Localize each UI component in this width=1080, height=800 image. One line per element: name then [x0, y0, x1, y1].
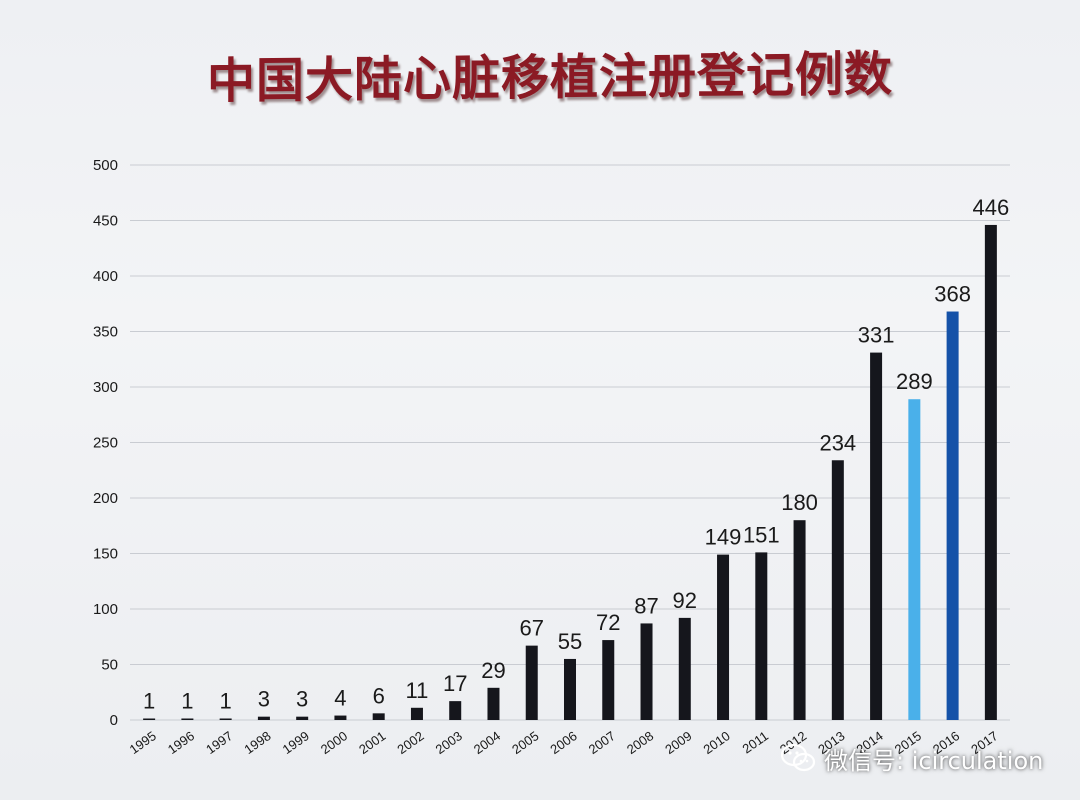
data-label: 4: [334, 686, 346, 711]
bar: [449, 701, 462, 720]
bar: [793, 520, 806, 720]
bar: [296, 716, 309, 720]
y-tick-label: 300: [93, 379, 118, 396]
watermark: 微信号: icirculation: [780, 740, 1080, 776]
data-label: 446: [973, 195, 1010, 220]
y-axis-ticks: 0 50 100 150 200 250 300 350 400 450 500: [93, 157, 118, 729]
y-tick-label: 350: [93, 324, 118, 341]
bar: [219, 718, 232, 720]
y-tick-label: 100: [93, 601, 118, 618]
bar: [181, 718, 194, 720]
bar: [372, 713, 385, 720]
bar: [602, 640, 615, 720]
data-label: 3: [258, 687, 270, 712]
bar: [946, 311, 959, 720]
bar: [525, 645, 538, 720]
x-tick-label: 1998: [241, 728, 273, 757]
x-tick-label: 2008: [624, 728, 656, 757]
data-label: 149: [705, 525, 742, 550]
x-tick-label: 2010: [700, 728, 732, 757]
bar: [678, 617, 691, 720]
data-label: 1: [220, 689, 232, 714]
bar: [640, 623, 653, 720]
x-tick-label: 1996: [165, 728, 197, 757]
data-label: 72: [596, 610, 620, 635]
wechat-icon: [780, 743, 816, 772]
data-label: 3: [296, 687, 308, 712]
grid-lines: [130, 164, 1010, 721]
data-label: 1: [143, 689, 155, 714]
bar: [143, 718, 156, 720]
bar: [908, 399, 921, 720]
data-label: 92: [673, 588, 697, 613]
watermark-text: 微信号: icirculation: [824, 746, 1044, 775]
y-tick-label: 450: [93, 213, 118, 230]
x-tick-label: 2000: [318, 728, 350, 757]
data-label: 368: [934, 282, 971, 307]
data-label: 55: [558, 629, 582, 654]
bar: [984, 224, 997, 720]
y-tick-label: 0: [110, 712, 118, 729]
bar: [410, 707, 423, 720]
bar: [564, 658, 576, 720]
bar: [487, 687, 500, 720]
data-label: 289: [896, 369, 933, 394]
x-tick-label: 1997: [203, 728, 235, 757]
bar: [831, 460, 844, 720]
x-tick-label: 2001: [356, 728, 388, 757]
data-label: 234: [819, 430, 856, 455]
y-tick-label: 400: [93, 268, 118, 285]
data-label: 180: [781, 490, 818, 515]
data-label: 331: [858, 323, 895, 348]
x-tick-label: 2003: [433, 728, 465, 757]
x-tick-label: 2006: [547, 728, 579, 757]
x-tick-label: 2002: [394, 728, 426, 757]
x-tick-label: 2009: [662, 728, 694, 757]
data-label: 6: [373, 683, 385, 708]
bar: [257, 716, 270, 720]
x-tick-label: 2007: [586, 728, 618, 757]
data-label: 11: [406, 678, 429, 703]
x-tick-label: 1995: [127, 728, 159, 757]
x-tick-label: 2011: [740, 728, 772, 756]
x-tick-label: 1999: [280, 728, 312, 757]
data-label: 87: [634, 593, 658, 618]
x-tick-label: 2005: [509, 728, 541, 757]
y-tick-label: 200: [93, 490, 118, 507]
data-label: 17: [443, 671, 467, 696]
bar: [334, 715, 347, 720]
bar: [755, 552, 768, 720]
x-tick-label: 2004: [471, 728, 503, 757]
bar: [717, 554, 730, 720]
y-tick-label: 500: [93, 157, 118, 174]
data-label: 1: [181, 689, 193, 714]
bars: [143, 224, 997, 720]
y-tick-label: 50: [101, 657, 118, 674]
data-label: 151: [743, 522, 780, 547]
data-label: 29: [481, 658, 505, 683]
bar: [870, 352, 883, 720]
data-label: 67: [519, 616, 543, 641]
y-tick-label: 250: [93, 435, 118, 452]
y-tick-label: 150: [93, 546, 118, 563]
